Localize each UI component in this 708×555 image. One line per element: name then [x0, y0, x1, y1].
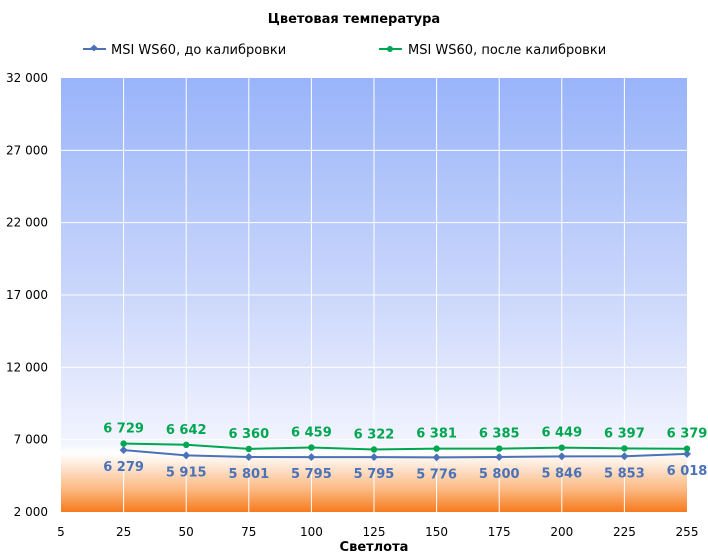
- x-tick-label: 200: [550, 525, 573, 539]
- data-label-after: 6 729: [103, 422, 144, 437]
- x-tick-label: 175: [488, 525, 511, 539]
- data-label-after: 6 449: [541, 426, 582, 441]
- y-axis-ticks: 2 000 7 000 12 000 17 000 22 000 27 000 32 000: [6, 71, 48, 519]
- y-tick-label: 27 000: [6, 143, 48, 157]
- data-point-after: [183, 441, 190, 449]
- legend: MSI WS60, до калибровки MSI WS60, после …: [83, 43, 606, 58]
- data-point-before: [432, 453, 441, 462]
- x-tick-label: 125: [363, 525, 386, 539]
- x-tick-label: 225: [613, 525, 636, 539]
- x-tick-label: 50: [179, 525, 194, 539]
- y-tick-label: 2 000: [14, 505, 48, 519]
- data-label-after: 6 381: [416, 427, 457, 442]
- data-point-after: [308, 444, 315, 451]
- data-label-after: 6 379: [667, 427, 708, 442]
- legend-entry-after: MSI WS60, после калибровки: [379, 43, 606, 58]
- data-label-before: 5 915: [166, 465, 207, 480]
- data-point-after: [120, 440, 127, 447]
- data-label-after: 6 360: [228, 427, 269, 442]
- data-label-before: 5 846: [541, 466, 582, 481]
- data-label-before: 5 800: [479, 467, 520, 482]
- x-axis-label: Светлота: [340, 540, 409, 555]
- gridlines: [61, 78, 687, 512]
- x-tick-label: 5: [57, 525, 65, 539]
- y-tick-label: 22 000: [6, 216, 48, 230]
- data-point-before: [370, 453, 378, 462]
- data-point-before: [182, 451, 191, 460]
- data-label-before: 5 853: [604, 466, 645, 481]
- legend-marker-after: [387, 46, 393, 52]
- data-point-after: [558, 444, 565, 451]
- y-tick-label: 12 000: [6, 360, 48, 374]
- series-line-before: [123, 449, 688, 459]
- data-label-before: 5 801: [228, 467, 269, 482]
- x-axis-ticks: 5 25 50 75 100 125 150 175 200 225 255: [57, 525, 698, 539]
- data-point-after: [621, 445, 628, 452]
- data-label-after: 6 322: [354, 427, 395, 442]
- data-label-after: 6 397: [604, 426, 645, 441]
- data-point-after: [370, 446, 378, 453]
- data-label-before: 6 018: [667, 464, 708, 479]
- legend-label-after: MSI WS60, после калибровки: [408, 43, 606, 58]
- data-label-after: 6 642: [166, 423, 207, 438]
- data-label-after: 6 459: [291, 425, 332, 440]
- data-point-before: [307, 453, 316, 462]
- legend-marker-before: [90, 44, 98, 52]
- x-tick-label: 100: [300, 525, 323, 539]
- data-point-before: [495, 453, 504, 461]
- data-point-after: [245, 445, 252, 453]
- x-tick-label: 255: [676, 525, 699, 539]
- data-point-before: [620, 452, 629, 461]
- y-tick-label: 7 000: [14, 433, 48, 447]
- series-line-after: [123, 442, 688, 451]
- y-tick-label: 17 000: [6, 288, 48, 302]
- legend-label-before: MSI WS60, до калибровки: [111, 43, 286, 58]
- data-point-after: [496, 445, 503, 452]
- legend-entry-before: MSI WS60, до калибровки: [83, 43, 286, 58]
- data-point-before: [244, 453, 253, 461]
- data-label-before: 5 795: [291, 467, 332, 482]
- data-label-before: 6 279: [103, 460, 144, 475]
- data-point-before: [557, 452, 566, 461]
- data-labels: 6 279 5 915 5 801 5 795 5 795 5 776 5 800 5 846…: [103, 422, 707, 483]
- chart-title: Цветовая температура: [268, 12, 440, 27]
- x-tick-label: 25: [116, 525, 131, 539]
- data-point-after: [683, 445, 691, 452]
- data-label-before: 5 776: [416, 467, 457, 482]
- y-tick-label: 32 000: [6, 71, 48, 85]
- x-tick-label: 150: [425, 525, 448, 539]
- x-tick-label: 75: [241, 525, 256, 539]
- data-label-before: 5 795: [354, 467, 395, 482]
- series-layer: [119, 440, 691, 462]
- data-point-after: [433, 445, 440, 452]
- data-label-after: 6 385: [479, 427, 520, 442]
